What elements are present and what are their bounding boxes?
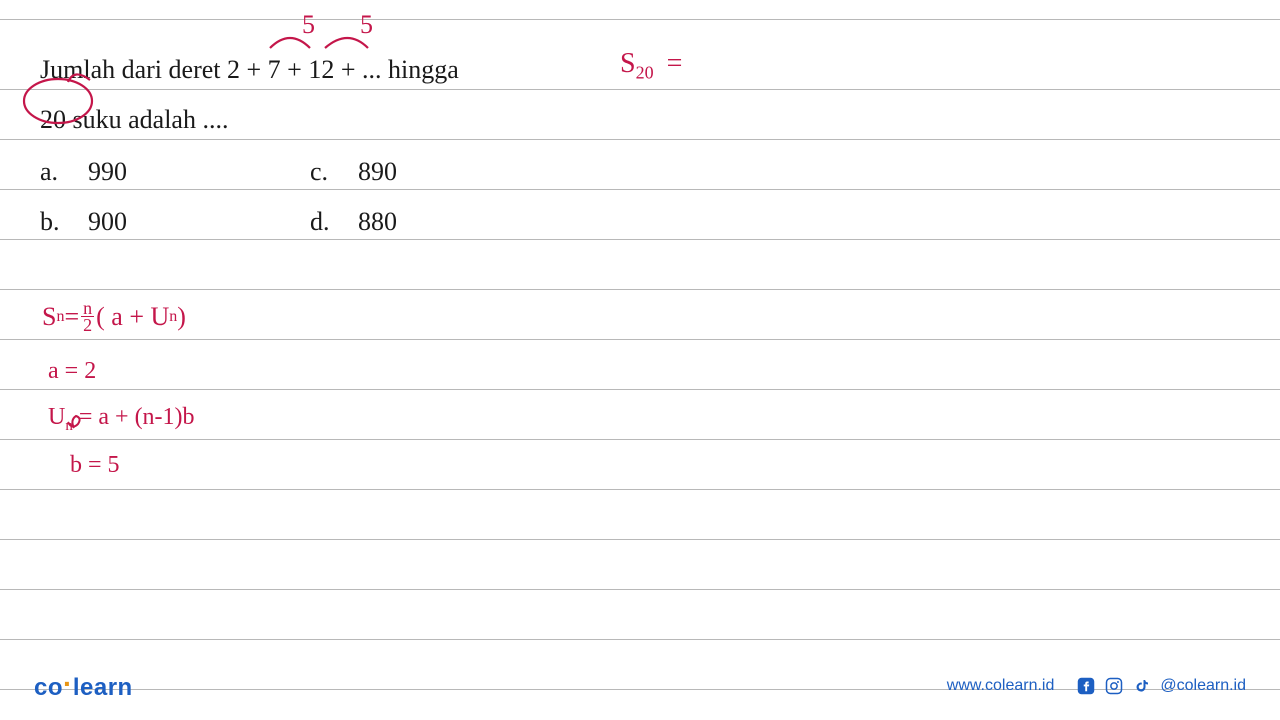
question-line1-pre: Jumlah dari deret (40, 55, 227, 84)
option-a-value: 990 (88, 157, 127, 187)
sn-post-sub: n (169, 308, 177, 326)
option-d: d. 880 (310, 197, 510, 247)
un-u: U (48, 404, 65, 430)
sn-fraction: n 2 (81, 300, 94, 333)
s20-s: S (620, 48, 636, 79)
option-a-letter: a. (40, 157, 60, 187)
option-c-letter: c. (310, 157, 330, 187)
footer-right: www.colearn.id @colearn.id (947, 676, 1246, 696)
option-c: c. 890 (310, 147, 510, 197)
option-b: b. 900 (40, 197, 310, 247)
option-c-value: 890 (358, 157, 397, 187)
social-handle: @colearn.id (1160, 677, 1246, 695)
logo-co: co (34, 674, 63, 701)
option-b-letter: b. (40, 207, 60, 237)
logo-dot: · (63, 668, 73, 699)
ann-five-1: 5 (302, 10, 315, 40)
s20-eq: = (667, 48, 683, 79)
answer-options: a. 990 c. 890 b. 900 d. 880 (40, 147, 1240, 247)
ann-s20: S20 = (620, 48, 682, 84)
ann-un-line: Un = a + (n-1)b (48, 404, 195, 435)
option-a: a. 990 (40, 147, 310, 197)
sn-sub: n (56, 308, 64, 326)
sn-post: ( a + U (96, 302, 169, 332)
facebook-icon (1076, 676, 1096, 696)
logo: co·learn (34, 670, 133, 702)
un-post: = a + (n-1)b (73, 404, 195, 430)
ann-a-line: a = 2 (48, 358, 96, 385)
question-text: Jumlah dari deret 2 + 7 + 12 + ... hingg… (40, 45, 560, 145)
footer: co·learn www.colearn.id @colearn.id (0, 670, 1280, 702)
option-d-letter: d. (310, 207, 330, 237)
question-series: 2 + 7 + 12 + ... hingga (227, 55, 459, 84)
ann-b-line: b = 5 (70, 452, 120, 479)
instagram-icon (1104, 676, 1124, 696)
s20-sub: 20 (636, 63, 654, 83)
logo-learn: learn (73, 674, 133, 701)
sn-s: S (42, 302, 56, 332)
sn-post2: ) (177, 302, 186, 332)
footer-url: www.colearn.id (947, 677, 1055, 695)
ann-sn-line: Sn = n 2 ( a + Un ) (42, 300, 186, 333)
ann-five-2: 5 (360, 10, 373, 40)
content-area: Jumlah dari deret 2 + 7 + 12 + ... hingg… (0, 0, 1280, 247)
tiktok-icon (1132, 676, 1152, 696)
socials: @colearn.id (1076, 676, 1246, 696)
question-line2: 20 suku adalah .... (40, 105, 228, 134)
sn-eq: = (64, 302, 79, 332)
un-sub: n (65, 418, 73, 434)
sn-frac-d: 2 (81, 317, 94, 333)
option-d-value: 880 (358, 207, 397, 237)
option-b-value: 900 (88, 207, 127, 237)
